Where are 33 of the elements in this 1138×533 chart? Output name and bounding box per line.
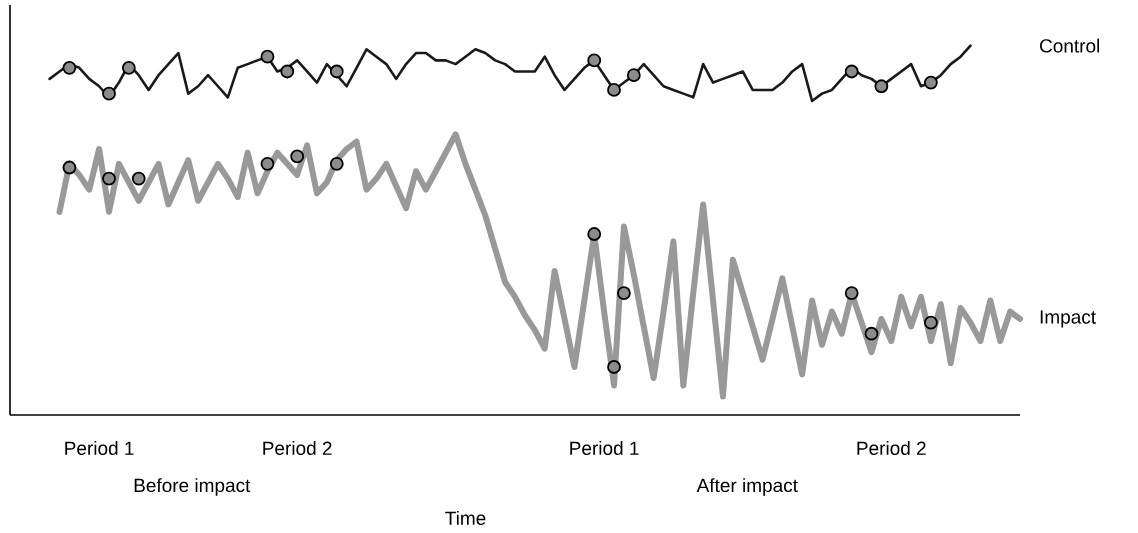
point	[329, 64, 344, 79]
x-tick-label: Period 1	[570, 441, 639, 455]
series-label: Impact	[1040, 310, 1096, 328]
point	[874, 79, 889, 94]
point	[587, 53, 602, 68]
x-tick-label: Period 1	[65, 441, 134, 455]
point	[844, 64, 859, 79]
point	[844, 286, 859, 301]
x-axis-title: Time	[445, 511, 486, 525]
point	[280, 64, 295, 79]
point	[131, 171, 146, 186]
point	[617, 286, 631, 301]
point	[62, 160, 77, 175]
text: After impact	[696, 478, 798, 496]
point	[260, 49, 275, 64]
point	[102, 86, 116, 101]
point	[923, 315, 938, 330]
point	[587, 227, 602, 241]
point	[62, 60, 77, 75]
point	[260, 156, 275, 171]
point	[626, 68, 641, 83]
x-tick-label: Period 2	[263, 441, 332, 455]
point	[329, 156, 344, 171]
x-tick-label: Period 2	[857, 441, 926, 455]
text: Control	[1040, 38, 1100, 53]
text: Before impact	[134, 478, 251, 496]
point	[102, 171, 116, 186]
point	[607, 83, 621, 97]
point	[121, 60, 136, 75]
point	[923, 75, 938, 90]
point	[607, 360, 621, 374]
point	[864, 326, 879, 341]
point	[290, 149, 305, 164]
